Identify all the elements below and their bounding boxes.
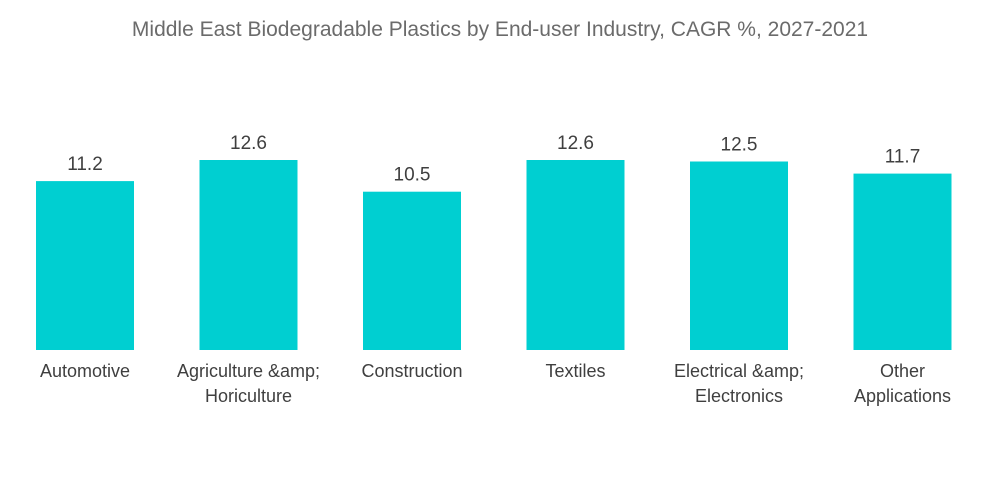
category-label-5-line-1: Applications bbox=[854, 386, 951, 406]
bars-group bbox=[36, 160, 952, 350]
value-label-0: 11.2 bbox=[67, 154, 103, 175]
category-label-4-line-0: Electrical &amp; bbox=[674, 361, 804, 381]
bar-4 bbox=[690, 161, 788, 350]
value-labels-group: 11.2 12.6 10.5 12.6 12.5 11.7 bbox=[67, 133, 920, 186]
bar-1 bbox=[199, 160, 298, 350]
category-label-1-line-0: Agriculture &amp; bbox=[177, 361, 320, 381]
category-label-5-line-0: Other bbox=[880, 361, 925, 381]
value-label-2: 10.5 bbox=[394, 165, 431, 186]
category-label-0-line-0: Automotive bbox=[40, 361, 130, 381]
category-label-2-line-0: Construction bbox=[361, 361, 462, 381]
category-label-1-line-1: Horiculture bbox=[205, 386, 292, 406]
category-label-3-line-0: Textiles bbox=[545, 361, 605, 381]
value-label-1: 12.6 bbox=[230, 133, 267, 154]
category-labels-group: Automotive Agriculture &amp; Horiculture Co… bbox=[40, 361, 951, 406]
bar-5 bbox=[853, 173, 952, 350]
bar-2 bbox=[363, 191, 461, 350]
value-label-3: 12.6 bbox=[557, 133, 594, 154]
category-label-4-line-1: Electronics bbox=[695, 386, 783, 406]
value-label-4: 12.5 bbox=[721, 135, 758, 156]
bar-3 bbox=[526, 160, 625, 350]
bar-0 bbox=[36, 181, 134, 350]
value-label-5: 11.7 bbox=[885, 147, 921, 168]
chart-title: Middle East Biodegradable Plastics by En… bbox=[131, 18, 869, 41]
